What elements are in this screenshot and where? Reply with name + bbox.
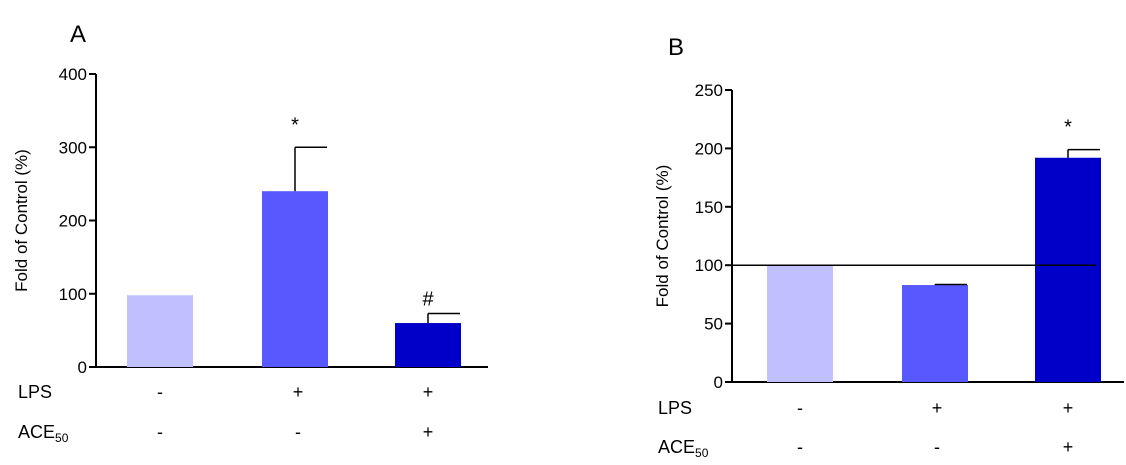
y-tick-label: 300 <box>59 138 87 157</box>
condition-sign: + <box>293 382 304 402</box>
condition-sign: + <box>423 382 434 402</box>
y-tick-label: 100 <box>695 256 723 275</box>
y-axis-title: Fold of Control (%) <box>12 149 31 292</box>
condition-label-subscript: 50 <box>55 431 69 445</box>
bar <box>902 285 968 382</box>
y-tick-label: 0 <box>78 358 87 377</box>
significance-mark: # <box>422 289 434 311</box>
y-tick-label: 400 <box>59 65 87 84</box>
condition-sign: + <box>1063 398 1074 418</box>
y-tick-label: 250 <box>695 81 723 100</box>
y-tick-label: 150 <box>695 198 723 217</box>
y-tick-label: 50 <box>704 315 723 334</box>
condition-label-text: ACE <box>18 422 55 442</box>
y-axis-title: Fold of Control (%) <box>653 165 672 308</box>
condition-label: LPS <box>658 398 692 418</box>
condition-sign: - <box>157 422 163 442</box>
bar <box>262 191 328 367</box>
significance-mark: * <box>1064 117 1072 139</box>
condition-label-subscript: 50 <box>695 446 709 460</box>
panel-label: A <box>70 21 86 48</box>
condition-sign: + <box>932 398 943 418</box>
condition-sign: - <box>797 398 803 418</box>
condition-label: LPS <box>18 382 52 402</box>
bar <box>127 295 193 367</box>
y-tick-label: 100 <box>59 285 87 304</box>
condition-sign: - <box>934 437 940 457</box>
condition-label-text: LPS <box>658 398 692 418</box>
condition-label-text: LPS <box>18 382 52 402</box>
condition-label: ACE50 <box>18 422 69 445</box>
condition-label: ACE50 <box>658 437 709 460</box>
condition-sign: - <box>157 382 163 402</box>
y-tick-label: 0 <box>714 373 723 392</box>
bar <box>1035 157 1101 382</box>
condition-label-text: ACE <box>658 437 695 457</box>
significance-mark: * <box>291 114 299 136</box>
condition-sign: + <box>423 422 434 442</box>
bar <box>395 323 461 367</box>
condition-sign: + <box>1063 437 1074 457</box>
y-tick-label: 200 <box>695 139 723 158</box>
condition-sign: - <box>295 422 301 442</box>
y-tick-label: 200 <box>59 212 87 231</box>
bar <box>767 265 833 382</box>
condition-sign: - <box>797 437 803 457</box>
panel-label: B <box>668 34 684 61</box>
